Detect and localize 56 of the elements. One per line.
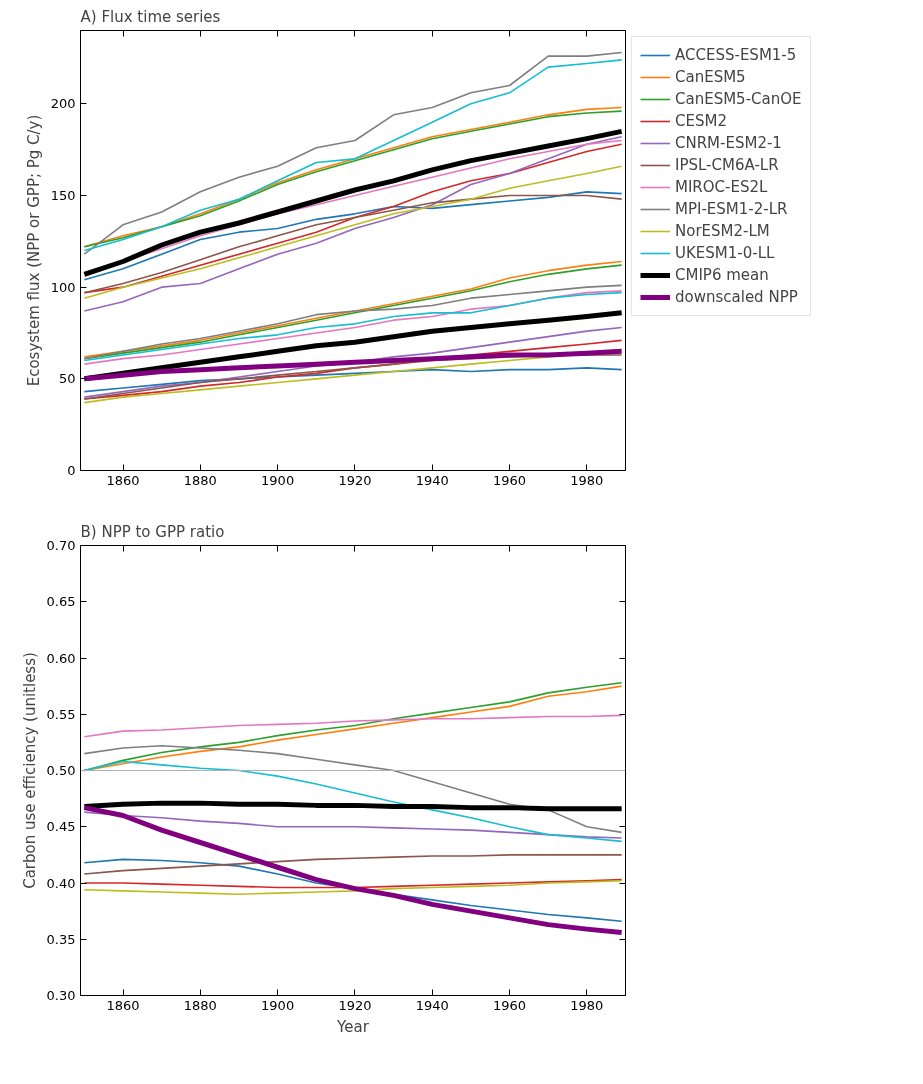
line-series <box>83 854 623 875</box>
x-tick-label: 1860 <box>106 997 140 1013</box>
x-tick-label: 1920 <box>338 472 372 488</box>
legend-label: CMIP6 mean <box>675 266 769 284</box>
x-tick-label: 1940 <box>415 472 449 488</box>
x-tick-label: 1880 <box>183 997 217 1013</box>
line-series <box>83 194 623 294</box>
y-tick-label: 150 <box>50 188 76 203</box>
y-tick-label: 0.45 <box>46 819 76 835</box>
line-series <box>83 878 623 889</box>
x-tick-label: 1920 <box>338 997 372 1013</box>
line-series <box>83 191 623 281</box>
line-series <box>83 760 623 843</box>
x-tick-label: 1980 <box>570 997 604 1013</box>
line-series <box>83 165 623 299</box>
legend-label: NorESM2-LM <box>675 222 770 240</box>
x-tick-label: 1900 <box>261 472 295 488</box>
chart-title: B) NPP to GPP ratio <box>80 522 225 541</box>
x-tick-label: 1960 <box>493 997 527 1013</box>
x-tick-label: 1860 <box>106 472 140 488</box>
line-series <box>83 879 623 896</box>
legend-label: IPSL-CM6A-LR <box>675 156 779 174</box>
legend-label: downscaled NPP <box>675 288 798 306</box>
legend-label: CESM2 <box>675 112 727 130</box>
x-tick-label: 1880 <box>183 472 217 488</box>
y-tick-label: 50 <box>58 371 76 387</box>
chart-title: A) Flux time series <box>80 7 221 26</box>
y-tick-label: 100 <box>50 279 76 295</box>
y-tick-label: 0.50 <box>46 763 76 778</box>
x-tick-label: 1960 <box>493 472 527 488</box>
line-series <box>83 811 623 839</box>
y-tick-label: 0.55 <box>46 706 76 722</box>
x-tick-label: 1900 <box>261 997 295 1013</box>
legend-label: MPI-ESM1-2-LR <box>675 200 788 218</box>
legend-label: ACCESS-ESM1-5 <box>675 46 797 64</box>
line-series <box>83 367 623 393</box>
y-tick-label: 0.30 <box>46 988 76 1003</box>
legend-label: CanESM5-CanOE <box>675 90 802 108</box>
y-tick-label: 200 <box>50 96 76 112</box>
y-tick-label: 0.35 <box>46 931 76 947</box>
legend-label: UKESM1-0-LL <box>675 244 775 262</box>
x-axis-title: Year <box>336 1017 370 1036</box>
line-series <box>83 714 623 738</box>
y-tick-label: 0.40 <box>46 875 76 891</box>
y-axis-title: Ecosystem flux (NPP or GPP; Pg C/y) <box>24 114 43 387</box>
line-series <box>83 744 623 834</box>
legend-label: CanESM5 <box>675 68 746 86</box>
y-tick-label: 0.65 <box>46 594 76 610</box>
legend-label: CNRM-ESM2-1 <box>675 134 782 152</box>
y-axis-title: Carbon use efficiency (unitless) <box>20 652 39 889</box>
y-tick-label: 0.60 <box>46 650 76 666</box>
y-tick-label: 0.70 <box>46 538 76 553</box>
x-tick-label: 1980 <box>570 472 604 488</box>
legend-label: MIROC-ES2L <box>675 178 768 196</box>
y-tick-label: 0 <box>67 463 76 478</box>
x-tick-label: 1940 <box>415 997 449 1013</box>
